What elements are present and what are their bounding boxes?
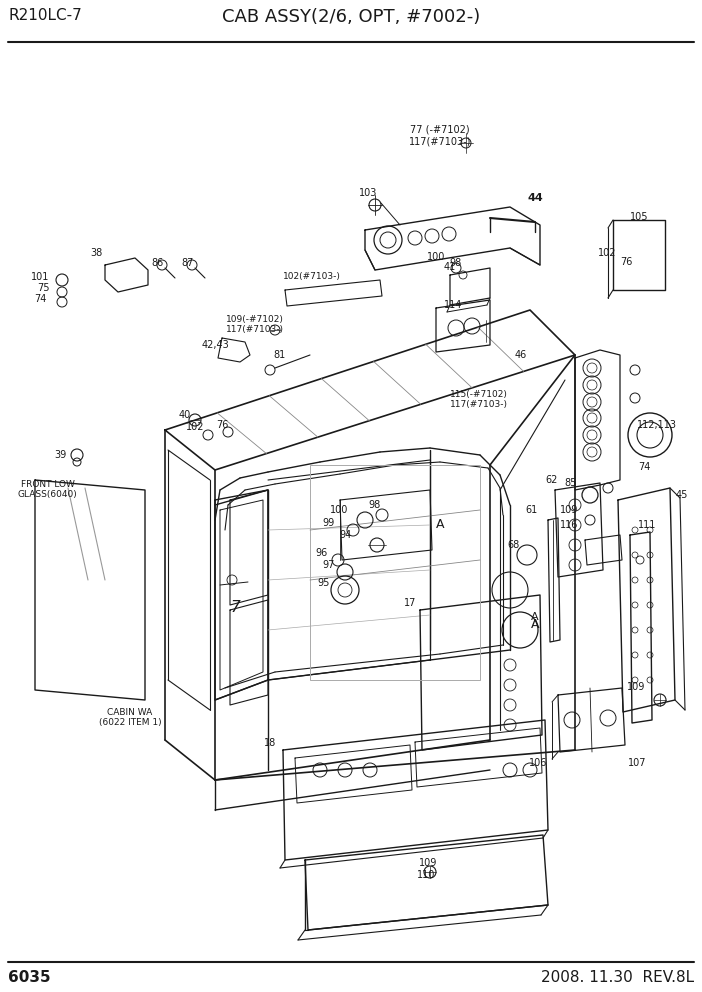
Text: 111: 111 [638,520,656,530]
Text: 75: 75 [37,283,49,293]
Text: 96: 96 [316,548,328,558]
Text: 95: 95 [317,578,330,588]
Text: 86: 86 [152,258,164,268]
Text: 98: 98 [450,258,462,268]
Text: 115(-#7102)
117(#7103-): 115(-#7102) 117(#7103-) [450,390,508,410]
Text: 109: 109 [559,505,578,515]
Text: 45: 45 [675,490,688,500]
Text: 102: 102 [598,248,616,258]
Text: 94: 94 [340,530,352,540]
Text: 62: 62 [545,475,558,485]
Bar [310,465,480,680]
Text: FRONT LOW
GLASS(6040): FRONT LOW GLASS(6040) [18,480,78,499]
Text: CAB ASSY(2/6, OPT, #7002-): CAB ASSY(2/6, OPT, #7002-) [222,8,480,26]
Text: 106: 106 [529,758,547,768]
Text: 97: 97 [323,560,335,570]
Text: A: A [436,519,444,532]
Text: 109: 109 [419,858,437,868]
Text: 110: 110 [417,870,435,880]
Text: 100: 100 [427,252,445,262]
Text: 102: 102 [186,422,204,432]
Text: 38: 38 [90,248,102,258]
Text: 68: 68 [508,540,520,550]
Text: 41: 41 [444,262,456,272]
Text: 46: 46 [515,350,527,360]
Text: 99: 99 [323,518,335,528]
Text: 107: 107 [628,758,647,768]
Text: 77 (-#7102)
117(#7103-): 77 (-#7102) 117(#7103-) [409,125,471,147]
Text: 74: 74 [34,294,46,304]
Text: 109: 109 [627,682,645,692]
Text: 44: 44 [528,193,544,203]
Text: 100: 100 [330,505,348,515]
Text: 74: 74 [638,462,650,472]
Text: 114: 114 [444,300,462,310]
Text: CABIN WA
(6022 ITEM 1): CABIN WA (6022 ITEM 1) [99,708,161,727]
Text: 17: 17 [404,598,416,608]
Text: 116: 116 [559,520,578,530]
Text: A: A [531,612,539,622]
Text: 76: 76 [620,257,633,267]
Text: 42,43: 42,43 [201,340,229,350]
Text: 76: 76 [216,420,228,430]
Text: 87: 87 [182,258,194,268]
Text: 2008. 11.30  REV.8L: 2008. 11.30 REV.8L [541,970,694,985]
Text: A: A [531,618,539,632]
Text: 7: 7 [230,600,240,615]
Text: 103: 103 [359,188,377,198]
Text: 109(-#7102)
117(#7103-): 109(-#7102) 117(#7103-) [226,315,284,334]
Text: 61: 61 [526,505,538,515]
Text: 81: 81 [274,350,286,360]
Text: 101: 101 [31,272,49,282]
Text: 102(#7103-): 102(#7103-) [283,272,341,281]
Text: 112,113: 112,113 [637,420,677,430]
Text: 39: 39 [54,450,66,460]
Text: 85: 85 [564,478,577,488]
Text: 98: 98 [368,500,380,510]
Text: 6035: 6035 [8,970,51,985]
Text: 18: 18 [264,738,276,748]
Text: 105: 105 [630,212,649,222]
Text: R210LC-7: R210LC-7 [8,8,81,23]
Text: 40: 40 [179,410,191,420]
